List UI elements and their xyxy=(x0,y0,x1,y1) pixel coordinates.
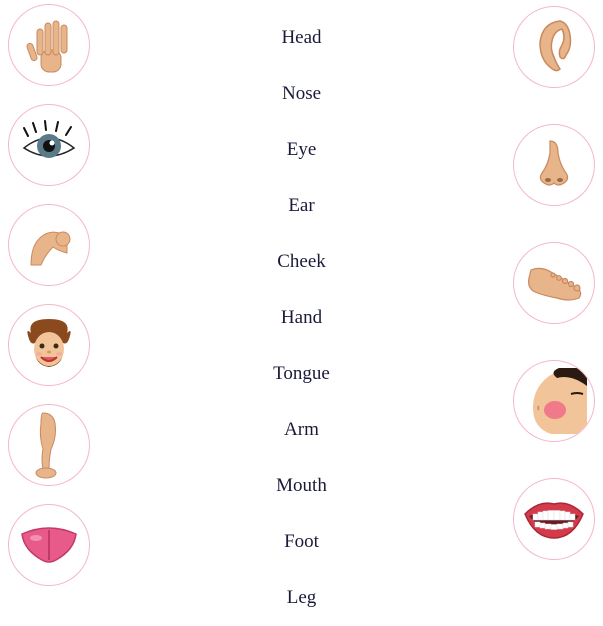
word-arm: Arm xyxy=(284,419,319,441)
right-icon-column xyxy=(513,0,595,560)
cheek-icon xyxy=(513,360,595,442)
word-cheek: Cheek xyxy=(277,251,326,273)
word-eye: Eye xyxy=(287,139,317,161)
word-hand: Hand xyxy=(281,307,322,329)
nose-icon xyxy=(513,124,595,206)
foot-icon xyxy=(513,242,595,324)
word-nose: Nose xyxy=(282,83,321,105)
word-ear: Ear xyxy=(288,195,314,217)
word-foot: Foot xyxy=(284,531,319,553)
ear-icon xyxy=(513,6,595,88)
word-head: Head xyxy=(281,27,321,49)
worksheet-container: Head Nose Eye Ear Cheek Hand Tongue Arm … xyxy=(0,0,603,614)
mouth-icon xyxy=(513,478,595,560)
word-leg: Leg xyxy=(287,587,317,609)
word-tongue: Tongue xyxy=(273,363,330,385)
word-mouth: Mouth xyxy=(276,475,327,497)
